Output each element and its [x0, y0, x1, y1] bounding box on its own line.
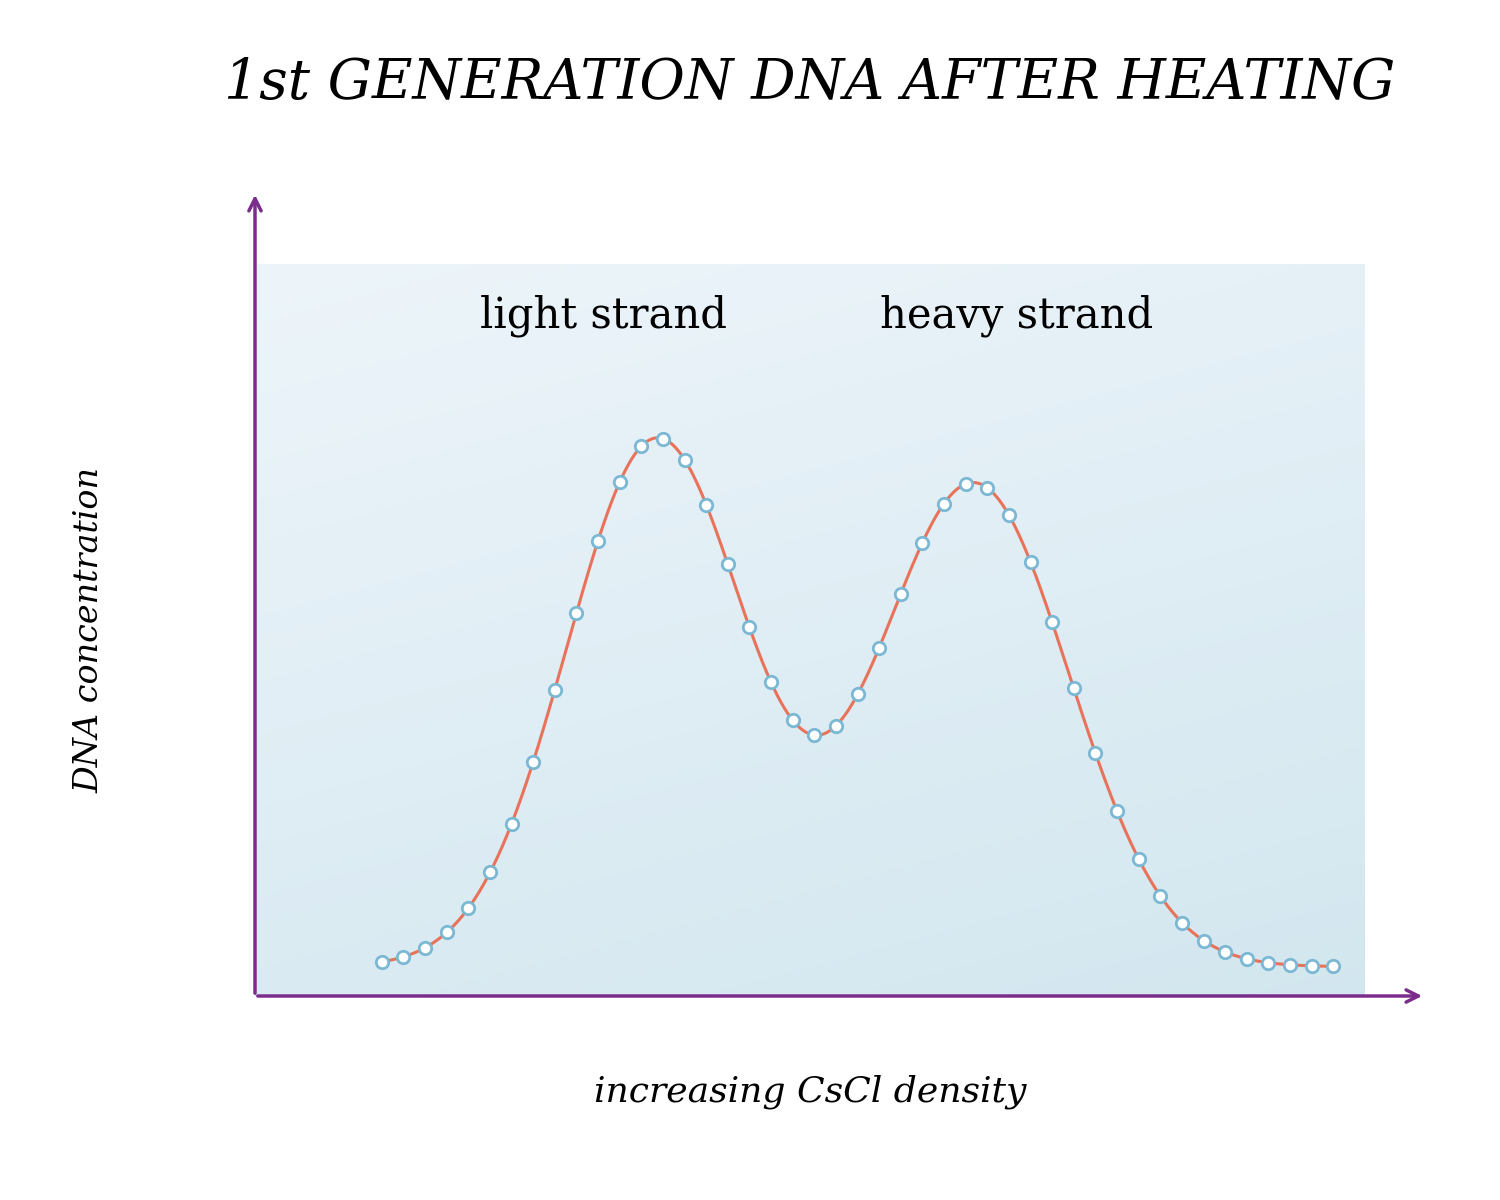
Point — [759, 673, 783, 692]
Point — [1106, 802, 1130, 821]
Point — [520, 752, 544, 772]
Text: DNA concentration: DNA concentration — [74, 467, 106, 793]
Point — [802, 726, 826, 745]
Point — [1299, 956, 1323, 976]
Point — [780, 710, 804, 730]
Point — [846, 685, 870, 704]
Point — [1234, 949, 1258, 968]
Point — [608, 473, 631, 492]
Point — [1040, 613, 1064, 632]
Point — [586, 530, 610, 550]
Point — [1170, 913, 1194, 932]
Point — [392, 947, 416, 966]
Point — [672, 450, 696, 469]
Point — [1214, 942, 1237, 961]
Text: light strand: light strand — [480, 295, 728, 337]
Point — [543, 680, 567, 700]
Point — [500, 814, 523, 833]
Point — [716, 554, 740, 574]
Point — [694, 496, 718, 515]
Point — [932, 494, 956, 514]
Point — [651, 430, 675, 449]
Text: 1st GENERATION DNA AFTER HEATING: 1st GENERATION DNA AFTER HEATING — [225, 56, 1395, 112]
Point — [975, 479, 999, 498]
Point — [630, 437, 654, 456]
Point — [910, 533, 934, 552]
Point — [564, 604, 588, 623]
Point — [456, 899, 480, 918]
Point — [824, 716, 848, 736]
Point — [738, 618, 762, 637]
Point — [1322, 956, 1346, 976]
Point — [1083, 744, 1107, 763]
Text: increasing CsCl density: increasing CsCl density — [594, 1075, 1026, 1109]
Point — [1278, 955, 1302, 974]
Point — [1149, 887, 1173, 906]
Point — [890, 584, 914, 604]
Point — [1062, 679, 1086, 698]
Point — [413, 938, 436, 958]
Point — [1019, 552, 1042, 571]
Point — [1257, 953, 1281, 972]
Point — [435, 923, 459, 942]
Text: heavy strand: heavy strand — [879, 295, 1154, 337]
Point — [954, 474, 978, 493]
Point — [370, 953, 394, 972]
Point — [1126, 850, 1150, 869]
Point — [867, 638, 891, 658]
Point — [1191, 931, 1215, 950]
Point — [478, 863, 502, 882]
Point — [998, 505, 1022, 524]
